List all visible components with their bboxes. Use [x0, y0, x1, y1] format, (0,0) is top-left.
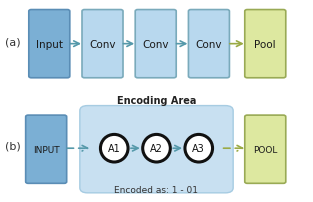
- FancyBboxPatch shape: [245, 116, 286, 183]
- Text: INPUT: INPUT: [33, 145, 59, 154]
- FancyBboxPatch shape: [135, 11, 176, 78]
- Text: Encoding Area: Encoding Area: [117, 96, 196, 106]
- FancyBboxPatch shape: [188, 11, 229, 78]
- Ellipse shape: [100, 135, 128, 162]
- FancyBboxPatch shape: [245, 11, 286, 78]
- Text: Encoded as: 1 - 01: Encoded as: 1 - 01: [115, 185, 198, 194]
- Ellipse shape: [185, 135, 213, 162]
- Text: Conv: Conv: [142, 39, 169, 49]
- Text: POOL: POOL: [253, 145, 277, 154]
- FancyBboxPatch shape: [82, 11, 123, 78]
- Text: Conv: Conv: [196, 39, 222, 49]
- Text: Input: Input: [36, 39, 63, 49]
- Text: Conv: Conv: [89, 39, 116, 49]
- Text: (a): (a): [5, 37, 20, 47]
- Text: A2: A2: [150, 143, 163, 154]
- Ellipse shape: [143, 135, 170, 162]
- FancyBboxPatch shape: [29, 11, 70, 78]
- FancyBboxPatch shape: [26, 116, 67, 183]
- Text: A3: A3: [192, 143, 205, 154]
- Text: A1: A1: [108, 143, 121, 154]
- Text: Pool: Pool: [254, 39, 276, 49]
- Text: (b): (b): [5, 140, 20, 150]
- FancyBboxPatch shape: [80, 106, 233, 193]
